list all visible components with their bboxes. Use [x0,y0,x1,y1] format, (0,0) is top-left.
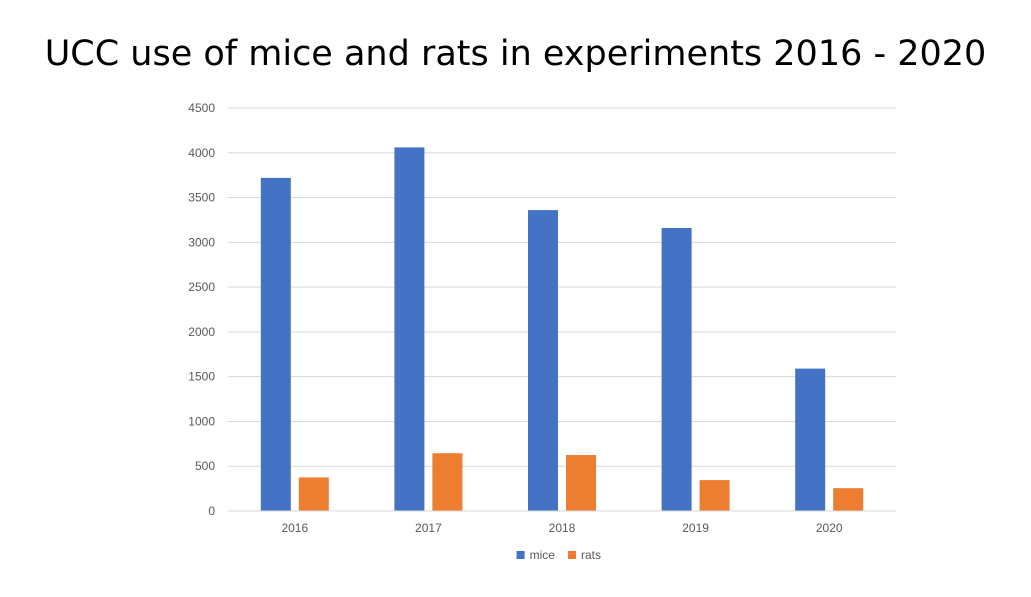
bar-mice-2018 [528,210,558,512]
x-tick-label: 2016 [281,521,308,535]
y-axis-ticks: 0 500 1000 1500 2000 2500 3000 3500 4000 4500 [188,101,215,518]
bar-rats-2017 [432,453,463,511]
y-tick-label: 3500 [188,191,215,205]
bar-mice-2019 [661,228,692,511]
legend-swatch-rats [568,551,576,559]
bar-mice-2016 [260,177,291,511]
x-tick-label: 2019 [682,521,709,535]
bar-rats-2020 [833,488,864,511]
y-tick-label: 0 [208,504,215,518]
y-tick-label: 2500 [188,280,215,294]
y-tick-label: 2000 [188,325,215,339]
x-tick-label: 2017 [415,521,442,535]
bar-mice-2020 [795,368,826,511]
legend-label-mice: mice [530,548,556,562]
legend: mice rats [516,548,601,562]
y-tick-label: 3000 [188,235,215,249]
y-tick-label: 4500 [188,101,215,115]
bar-mice-2017 [394,147,425,511]
y-tick-label: 1500 [188,370,215,384]
y-tick-label: 4000 [188,146,215,160]
x-tick-label: 2020 [816,521,843,535]
y-tick-label: 1000 [188,414,215,428]
legend-label-rats: rats [581,548,601,562]
chart-title: UCC use of mice and rats in experiments … [44,34,987,74]
bars [260,147,864,512]
legend-swatch-mice [516,551,525,559]
x-tick-label: 2018 [549,521,576,535]
y-tick-label: 500 [195,459,215,473]
bar-rats-2018 [566,455,596,511]
bar-rats-2019 [699,480,730,511]
x-axis-ticks: 2016 2017 2018 2019 2020 [281,521,842,535]
bar-rats-2016 [298,477,329,511]
gridlines [228,107,896,467]
